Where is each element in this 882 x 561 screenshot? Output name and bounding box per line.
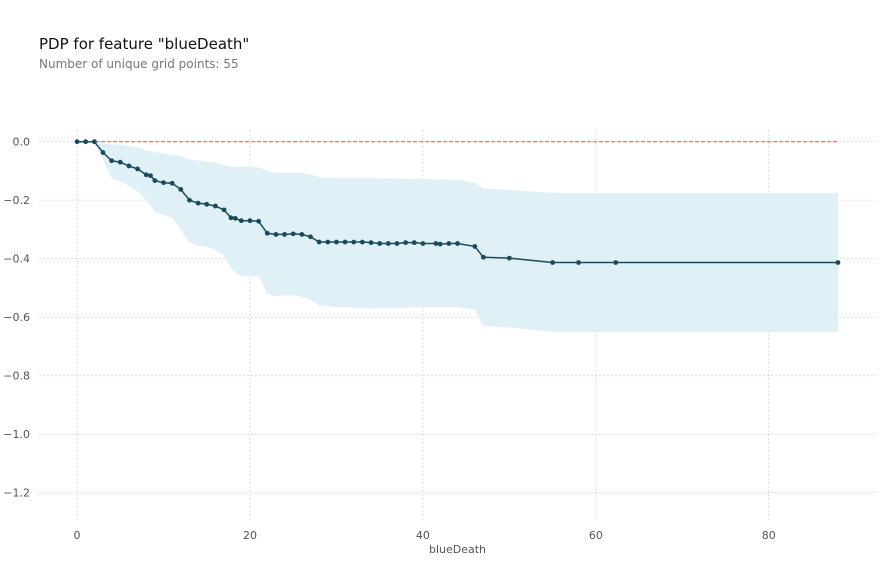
pdp-point [433, 241, 439, 246]
pdp-point [238, 218, 244, 224]
x-tick-label: 40 [416, 529, 430, 542]
pdp-point [228, 215, 234, 221]
pdp-point [368, 240, 374, 246]
pdp-point [117, 159, 123, 165]
pdp-point [204, 201, 210, 207]
pdp-point [506, 255, 512, 261]
pdp-point [221, 207, 227, 213]
confidence-band [77, 141, 838, 332]
pdp-point [264, 230, 270, 236]
pdp-point [394, 241, 400, 246]
y-tick-label: −0.8 [3, 370, 30, 383]
pdp-line-layer [74, 139, 841, 265]
pdp-point [411, 240, 417, 246]
pdp-point [334, 239, 339, 245]
tick-label-layer: 0 20 40 60 80 0.0 −0.2 −0.4 −0.6 −0.8 −1.0 −1.2 [3, 136, 775, 542]
pdp-point [187, 197, 192, 203]
chart-subtitle: Number of unique grid points: 55 [39, 57, 239, 71]
pdp-point [481, 254, 486, 260]
pdp-point [550, 260, 556, 265]
pdp-point [613, 260, 619, 265]
pdp-point [135, 166, 140, 172]
x-axis-label: blueDeath [429, 543, 486, 556]
pdp-point [273, 232, 279, 237]
pdp-point [576, 260, 581, 265]
pdp-point [446, 241, 452, 246]
pdp-point [377, 241, 383, 246]
pdp-point [195, 200, 201, 206]
pdp-point [148, 173, 153, 179]
pdp-point [472, 244, 478, 249]
pdp-point [109, 158, 115, 164]
y-tick-label: −0.4 [3, 253, 30, 266]
y-tick-label: 0.0 [13, 136, 31, 149]
pdp-point [290, 231, 296, 237]
pdp-point [178, 186, 184, 192]
pdp-point [325, 239, 331, 245]
pdp-point [247, 218, 253, 224]
pdp-point [212, 203, 218, 209]
pdp-point [316, 239, 322, 245]
y-tick-label: −1.2 [3, 487, 30, 500]
pdp-point [351, 239, 357, 245]
pdp-point [74, 139, 80, 145]
pdp-point [161, 180, 166, 186]
pdp-point [282, 232, 287, 237]
pdp-point [143, 172, 149, 178]
pdp-point [100, 150, 106, 155]
pdp-point [308, 234, 313, 240]
y-tick-label: −0.2 [3, 194, 30, 207]
pdp-point [91, 139, 97, 145]
pdp-point [232, 215, 238, 221]
pdp-point [420, 241, 426, 246]
pdp-point [126, 163, 132, 169]
pdp-point [455, 241, 460, 246]
x-tick-label: 0 [74, 529, 81, 542]
y-tick-label: −0.6 [3, 311, 30, 324]
pdp-point [359, 239, 365, 245]
pdp-point [835, 260, 841, 265]
confidence-band-layer [77, 141, 838, 332]
pdp-point [437, 241, 443, 247]
pdp-point [342, 239, 348, 245]
pdp-point [152, 178, 158, 184]
x-tick-label: 60 [589, 529, 603, 542]
pdp-point [256, 218, 262, 224]
chart-title: PDP for feature "blueDeath" [39, 35, 250, 53]
pdp-point [403, 240, 409, 246]
pdp-point [169, 180, 175, 186]
pdp-point [385, 241, 391, 246]
pdp-point [83, 139, 89, 145]
x-tick-label: 80 [762, 529, 776, 542]
y-tick-label: −1.0 [3, 428, 30, 441]
x-tick-label: 20 [243, 529, 257, 542]
pdp-point [299, 232, 305, 237]
